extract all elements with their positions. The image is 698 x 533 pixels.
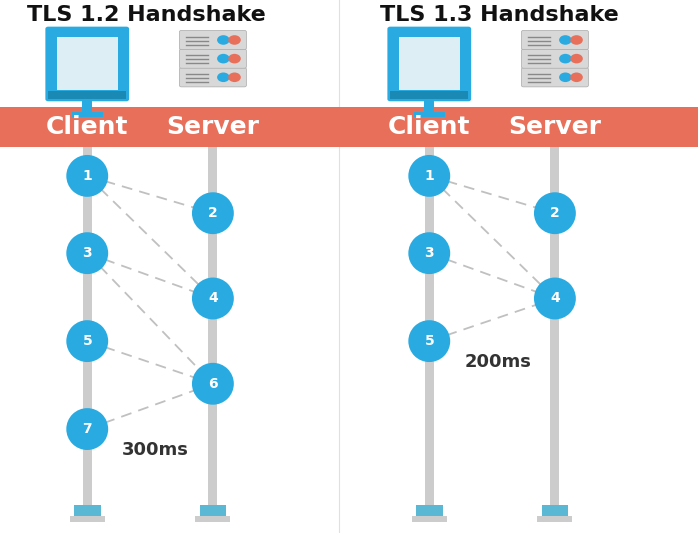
Ellipse shape	[192, 363, 234, 405]
Circle shape	[559, 72, 572, 82]
Circle shape	[217, 72, 230, 82]
Text: TLS 1.3 Handshake: TLS 1.3 Handshake	[380, 5, 618, 26]
FancyBboxPatch shape	[179, 49, 246, 68]
Circle shape	[570, 54, 583, 63]
Ellipse shape	[66, 408, 108, 450]
Bar	[413, 112, 445, 117]
Bar	[390, 91, 468, 99]
Text: 2: 2	[550, 206, 560, 220]
Text: Server: Server	[508, 115, 602, 139]
Bar	[542, 505, 568, 516]
Circle shape	[228, 72, 241, 82]
Ellipse shape	[408, 155, 450, 197]
Bar	[551, 147, 560, 509]
Ellipse shape	[66, 320, 108, 362]
FancyBboxPatch shape	[179, 68, 246, 87]
Text: 1: 1	[82, 169, 92, 183]
Bar	[208, 147, 218, 509]
Text: 4: 4	[550, 292, 560, 305]
Bar	[200, 505, 226, 516]
Bar	[399, 37, 460, 90]
Ellipse shape	[408, 232, 450, 274]
Bar	[70, 516, 105, 522]
Text: Client: Client	[388, 115, 470, 139]
Bar	[412, 516, 447, 522]
Text: 300ms: 300ms	[122, 441, 189, 459]
Circle shape	[559, 54, 572, 63]
Text: 5: 5	[424, 334, 434, 348]
Text: 3: 3	[424, 246, 434, 260]
Ellipse shape	[66, 155, 108, 197]
Bar	[57, 37, 118, 90]
Circle shape	[228, 35, 241, 45]
Circle shape	[217, 35, 230, 45]
Text: 2: 2	[208, 206, 218, 220]
FancyBboxPatch shape	[521, 49, 588, 68]
Bar	[424, 147, 434, 509]
Text: 4: 4	[208, 292, 218, 305]
FancyBboxPatch shape	[45, 27, 129, 101]
Ellipse shape	[408, 320, 450, 362]
FancyBboxPatch shape	[179, 30, 246, 50]
Bar	[82, 147, 92, 509]
Bar	[424, 96, 434, 112]
Bar	[416, 505, 443, 516]
Bar	[74, 505, 101, 516]
Bar	[537, 516, 572, 522]
Text: 3: 3	[82, 246, 92, 260]
Circle shape	[228, 54, 241, 63]
Circle shape	[570, 35, 583, 45]
Bar	[82, 96, 92, 112]
Text: 200ms: 200ms	[464, 353, 531, 372]
Bar	[195, 516, 230, 522]
Text: 6: 6	[208, 377, 218, 391]
Text: TLS 1.2 Handshake: TLS 1.2 Handshake	[27, 5, 266, 26]
Ellipse shape	[192, 192, 234, 234]
Ellipse shape	[534, 278, 576, 319]
Text: 5: 5	[82, 334, 92, 348]
Circle shape	[217, 54, 230, 63]
Ellipse shape	[66, 232, 108, 274]
Ellipse shape	[534, 192, 576, 234]
Circle shape	[559, 35, 572, 45]
FancyBboxPatch shape	[521, 30, 588, 50]
Text: 1: 1	[424, 169, 434, 183]
Ellipse shape	[192, 278, 234, 319]
Circle shape	[570, 72, 583, 82]
FancyBboxPatch shape	[387, 27, 471, 101]
Bar	[48, 91, 126, 99]
Bar	[0, 107, 698, 147]
Text: Client: Client	[46, 115, 128, 139]
Text: Server: Server	[166, 115, 260, 139]
FancyBboxPatch shape	[521, 68, 588, 87]
Text: 7: 7	[82, 422, 92, 436]
Bar	[71, 112, 103, 117]
